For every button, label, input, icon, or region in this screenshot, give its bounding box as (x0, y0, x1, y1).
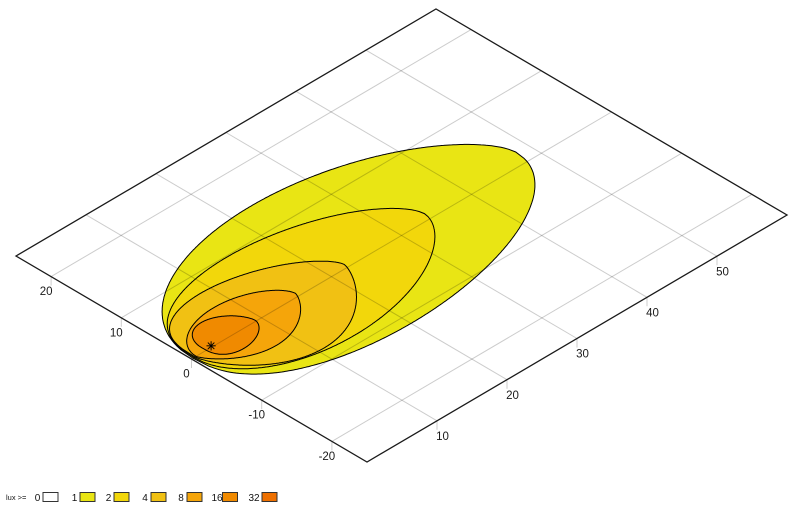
svg-text:4: 4 (142, 493, 148, 504)
svg-text:40: 40 (646, 308, 659, 320)
svg-text:20: 20 (506, 390, 519, 402)
svg-text:10: 10 (110, 327, 123, 339)
svg-text:0: 0 (35, 493, 41, 504)
svg-text:-10: -10 (248, 410, 265, 422)
svg-text:8: 8 (178, 493, 184, 504)
svg-text:50: 50 (716, 266, 729, 278)
svg-text:lux >=: lux >= (6, 493, 27, 502)
svg-text:32: 32 (248, 493, 260, 504)
svg-text:2: 2 (106, 493, 112, 504)
svg-text:16: 16 (211, 493, 223, 504)
svg-text:1: 1 (72, 493, 78, 504)
svg-text:20: 20 (40, 286, 53, 298)
svg-text:30: 30 (576, 349, 589, 361)
svg-text:10: 10 (436, 431, 449, 443)
svg-text:-20: -20 (319, 451, 336, 463)
svg-text:0: 0 (183, 369, 189, 381)
